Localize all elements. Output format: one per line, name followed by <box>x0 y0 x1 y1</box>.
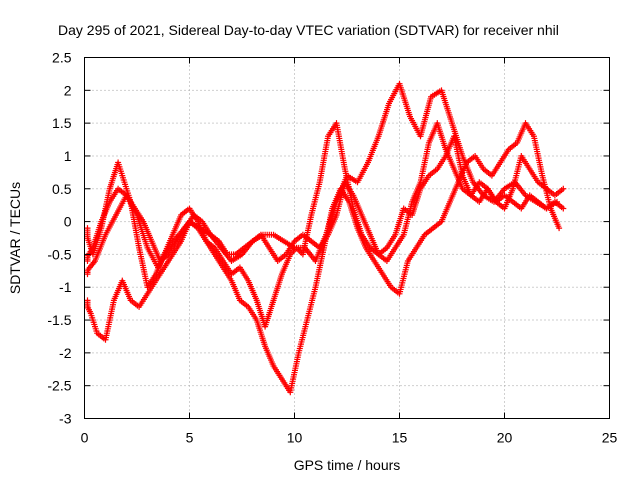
x-tick-label: 5 <box>186 430 194 446</box>
x-tick-label: 10 <box>287 430 303 446</box>
y-tick-label: 2 <box>64 82 72 98</box>
y-tick-label: -0.5 <box>47 246 71 262</box>
x-tick-label: 15 <box>392 430 408 446</box>
y-tick-label: 1 <box>64 148 72 164</box>
chart-title: Day 295 of 2021, Sidereal Day-to-day VTE… <box>58 22 559 38</box>
x-tick-label: 0 <box>81 430 89 446</box>
data-point <box>556 225 563 232</box>
y-tick-label: -1 <box>59 279 72 295</box>
data-point <box>560 185 567 192</box>
series-track-d <box>84 80 560 278</box>
series-track-a <box>84 120 567 330</box>
x-tick-label: 25 <box>602 430 618 446</box>
y-axis-label: SDTVAR / TECUs <box>7 182 23 294</box>
y-tick-label: 2.5 <box>52 50 72 66</box>
y-tick-label: -1.5 <box>47 312 71 328</box>
data-points <box>84 80 567 396</box>
x-tick-label: 20 <box>497 430 513 446</box>
y-tick-label: -2.5 <box>47 378 71 394</box>
plot-frame <box>84 57 610 419</box>
axis-ticks: -3 -2.5 -2 -1.5 -1 -0.5 0 0.5 1 1.5 2 2.5 0 5 10 15 20 25 <box>47 50 617 446</box>
data-point <box>560 205 567 212</box>
y-tick-label: 1.5 <box>52 115 72 131</box>
y-tick-label: 0 <box>64 214 72 230</box>
x-axis-label: GPS time / hours <box>294 457 401 473</box>
y-tick-label: -2 <box>59 345 72 361</box>
data-point <box>554 198 560 205</box>
y-tick-label: 0.5 <box>52 181 72 197</box>
y-tick-label: -3 <box>59 411 72 427</box>
grid-lines <box>84 57 610 419</box>
